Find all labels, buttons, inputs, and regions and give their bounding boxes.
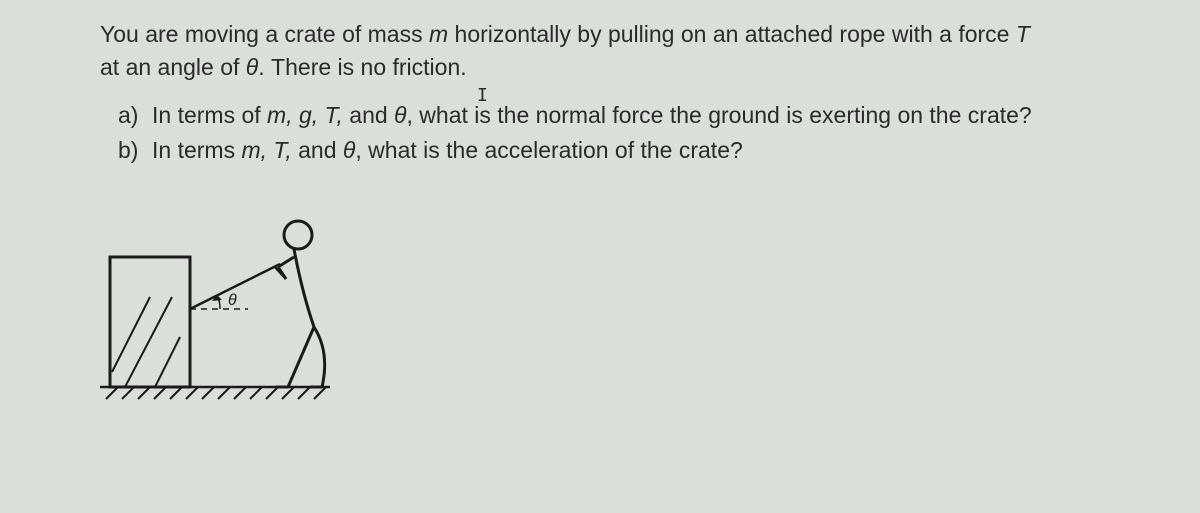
crate-hatch <box>155 337 180 387</box>
qa-vars: m, g, T, <box>267 102 343 128</box>
qb-pre: In terms <box>152 137 241 163</box>
question-list: a) I In terms of m, g, T, and θ, what is… <box>118 99 1100 168</box>
person-head-icon <box>284 221 312 249</box>
problem-intro: You are moving a crate of mass m horizon… <box>100 18 1100 85</box>
var-m: m <box>429 21 448 47</box>
qb-theta: θ <box>343 137 355 163</box>
intro-text: You are moving a crate of mass <box>100 21 429 47</box>
intro-text: at an angle of <box>100 54 246 80</box>
qa-theta: θ <box>394 102 406 128</box>
var-theta: θ <box>246 54 258 80</box>
text-cursor-icon: I <box>477 83 488 109</box>
person-leg-icon <box>314 327 325 387</box>
intro-text: horizontally by pulling on an attached r… <box>448 21 1016 47</box>
text-a: I In terms of m, g, T, and θ, what is th… <box>152 99 1100 132</box>
diagram-svg: θ <box>100 197 370 437</box>
qb-mid: and <box>292 137 343 163</box>
var-T: T <box>1016 21 1030 47</box>
label-a: a) <box>118 99 152 132</box>
problem-page: You are moving a crate of mass m horizon… <box>0 0 1200 447</box>
person-arm-icon <box>278 257 294 267</box>
qa-pre: In terms of <box>152 102 267 128</box>
problem-diagram: θ <box>100 197 1100 446</box>
crate-icon <box>110 257 190 387</box>
qb-vars: m, T, <box>241 137 291 163</box>
crate-hatch <box>112 297 150 372</box>
label-b: b) <box>118 134 152 167</box>
theta-label: θ <box>228 292 237 309</box>
person-torso-icon <box>294 249 314 327</box>
intro-text: . There is no friction. <box>258 54 466 80</box>
person-leg-icon <box>288 327 314 387</box>
question-a: a) I In terms of m, g, T, and θ, what is… <box>118 99 1100 132</box>
qb-post: , what is the acceleration of the crate? <box>355 137 742 163</box>
text-b: In terms m, T, and θ, what is the accele… <box>152 134 1100 167</box>
question-b: b) In terms m, T, and θ, what is the acc… <box>118 134 1100 167</box>
qa-mid: and <box>343 102 394 128</box>
ground-hatch-icon <box>106 387 326 399</box>
qa-post: , what is the normal force the ground is… <box>407 102 1032 128</box>
crate-hatch <box>125 297 172 387</box>
